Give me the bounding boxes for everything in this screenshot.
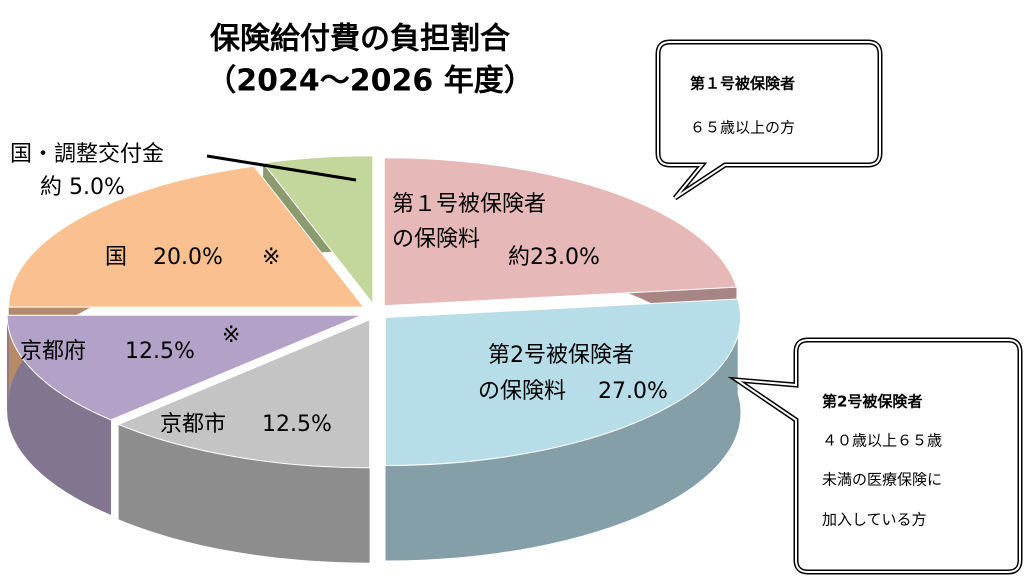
value-label: 20.0% (153, 245, 223, 270)
slice-label: 国・調整交付金 (10, 142, 164, 167)
callout-text: 加入している方 (822, 511, 927, 529)
chart-subtitle: （2024～2026 年度） (206, 64, 533, 99)
slice-label: 京都市 (160, 412, 226, 437)
pie-slice (262, 155, 374, 306)
callout-box-inner (657, 41, 881, 199)
pie-slice-side (7, 315, 112, 515)
pie-slice-side (385, 299, 741, 561)
value-label: 12.5% (262, 412, 332, 437)
pie-slice (117, 319, 371, 469)
slice-label: の保険料 (392, 227, 480, 252)
pie-slice (8, 165, 365, 308)
callout-text: ４０歳以上６５歳 (822, 432, 942, 450)
callout-title: 第2号被保険者 (822, 393, 922, 411)
annotation: ※ (262, 245, 280, 270)
annotation: ※ (222, 323, 240, 348)
pie (6, 155, 741, 563)
slice-label: 第2号被保険者 (488, 343, 634, 368)
value-label: 約 5.0% (40, 175, 125, 200)
callout-text: ６５歳以上の方 (690, 119, 795, 137)
pie-tops (6, 155, 741, 469)
pie-slice-side (118, 424, 370, 563)
chart-title: 保険給付費の負担割合 (210, 22, 510, 57)
callout-title: 第１号被保険者 (690, 75, 795, 93)
slice-label: 国 (105, 245, 127, 270)
slice-label: 京都府 (20, 339, 86, 364)
pie-slice (6, 314, 363, 421)
value-label: 27.0% (598, 379, 668, 404)
pie-slice (385, 298, 741, 467)
callout-box (727, 337, 1023, 575)
slice-label: 第１号被保険者 (392, 192, 546, 217)
callout-box-inner (733, 339, 1021, 573)
callout-text: 未満の医療保険に (822, 471, 942, 489)
pie-slice (383, 157, 738, 307)
slice-label: の保険料 (478, 379, 566, 404)
value-label: 12.5% (125, 339, 195, 364)
value-label: 約23.0% (508, 245, 600, 270)
leader-line (206, 154, 357, 182)
